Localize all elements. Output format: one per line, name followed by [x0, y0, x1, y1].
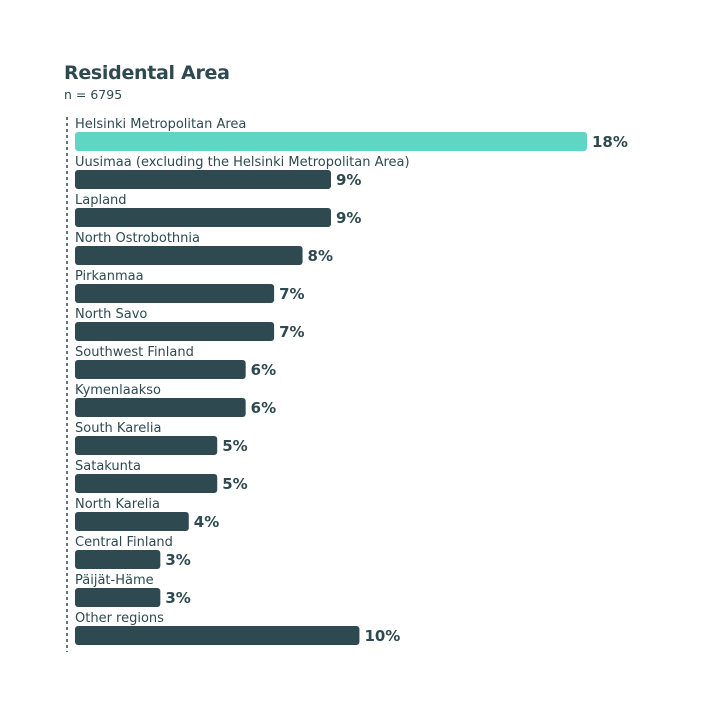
- category-label: North Savo: [75, 307, 147, 322]
- value-label: 9%: [336, 171, 361, 189]
- category-label: Kymenlaakso: [75, 383, 161, 398]
- bar: [75, 208, 331, 227]
- chart-subtitle: n = 6795: [64, 87, 122, 102]
- value-label: 7%: [279, 323, 304, 341]
- value-label: 3%: [165, 551, 190, 569]
- bar: [75, 360, 246, 379]
- value-label: 5%: [222, 475, 247, 493]
- bar: [75, 246, 303, 265]
- category-label: Southwest Finland: [75, 345, 194, 360]
- category-label: Päijät-Häme: [75, 573, 154, 588]
- value-label: 6%: [251, 399, 276, 417]
- category-label: Satakunta: [75, 459, 141, 474]
- bar: [75, 284, 275, 303]
- chart-title: Residental Area: [64, 62, 230, 84]
- bar: [75, 170, 331, 189]
- value-label: 7%: [279, 285, 304, 303]
- bar: [75, 550, 161, 569]
- bar: [75, 398, 246, 417]
- category-label: Other regions: [75, 611, 164, 626]
- bar: [75, 474, 218, 493]
- value-label: 5%: [222, 437, 247, 455]
- bars-group: Helsinki Metropolitan Area 18% Uusimaa (ex…: [75, 117, 628, 645]
- bar: [75, 588, 161, 607]
- category-label: Helsinki Metropolitan Area: [75, 117, 246, 132]
- bar: [75, 512, 189, 531]
- category-label: North Ostrobothnia: [75, 231, 200, 246]
- category-label: Uusimaa (excluding the Helsinki Metropol…: [75, 155, 410, 170]
- value-label: 4%: [194, 513, 219, 531]
- value-label: 6%: [251, 361, 276, 379]
- value-label: 10%: [364, 627, 400, 645]
- category-label: North Karelia: [75, 497, 160, 512]
- bar: [75, 322, 275, 341]
- value-label: 9%: [336, 209, 361, 227]
- bar: [75, 132, 587, 151]
- category-label: Central Finland: [75, 535, 173, 550]
- value-label: 8%: [308, 247, 333, 265]
- category-label: South Karelia: [75, 421, 161, 436]
- category-label: Lapland: [75, 193, 127, 208]
- bar: [75, 626, 360, 645]
- bar: [75, 436, 218, 455]
- value-label: 3%: [165, 589, 190, 607]
- value-label: 18%: [592, 133, 628, 151]
- category-label: Pirkanmaa: [75, 269, 144, 284]
